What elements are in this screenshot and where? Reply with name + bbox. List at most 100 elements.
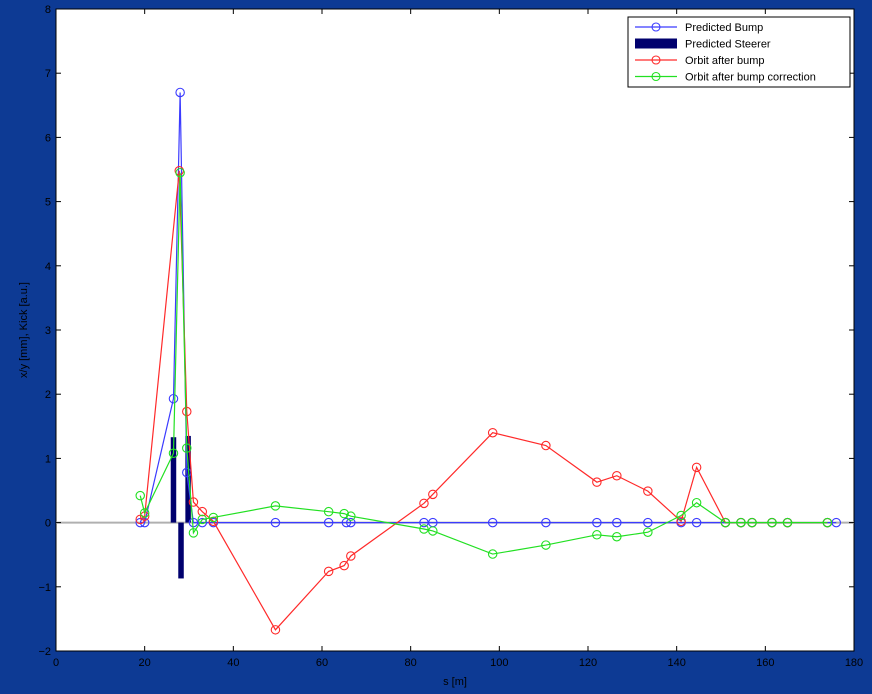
y-tick-label: −1 bbox=[38, 582, 51, 594]
data-point bbox=[346, 551, 356, 561]
data-point bbox=[135, 517, 145, 528]
series-4 bbox=[135, 167, 833, 559]
plot-area bbox=[55, 8, 855, 652]
data-point bbox=[541, 440, 551, 451]
x-tick-label: 60 bbox=[316, 657, 328, 669]
data-point bbox=[323, 566, 334, 577]
y-tick-label: 2 bbox=[45, 389, 51, 401]
data-point bbox=[188, 497, 199, 507]
data-point bbox=[643, 527, 653, 537]
data-point bbox=[168, 448, 179, 459]
data-point bbox=[175, 87, 185, 98]
data-point bbox=[339, 560, 349, 571]
steerer-bar bbox=[170, 437, 177, 523]
data-point bbox=[612, 531, 622, 542]
y-tick-label: −2 bbox=[38, 646, 51, 658]
legend-label: Predicted Steerer bbox=[685, 39, 771, 51]
data-point bbox=[182, 406, 192, 417]
data-point bbox=[182, 443, 192, 453]
x-tick-label: 120 bbox=[579, 657, 597, 669]
data-point bbox=[822, 517, 833, 528]
legend-swatch bbox=[635, 38, 677, 49]
data-point bbox=[691, 497, 702, 508]
data-point bbox=[175, 167, 185, 178]
y-axis: −2 −1 0 1 2 3 4 5 6 7 8 bbox=[38, 4, 854, 658]
data-point bbox=[197, 506, 208, 517]
data-point bbox=[541, 540, 551, 550]
data-point bbox=[419, 524, 429, 534]
y-tick-label: 7 bbox=[45, 68, 51, 80]
data-point bbox=[197, 514, 208, 525]
legend-item: Predicted Steerer bbox=[635, 38, 771, 51]
data-point bbox=[168, 393, 179, 404]
data-point bbox=[643, 486, 653, 496]
data-point bbox=[270, 501, 281, 511]
x-tick-label: 160 bbox=[756, 657, 774, 669]
y-tick-label: 6 bbox=[45, 132, 51, 144]
data-point bbox=[323, 517, 334, 528]
series-line bbox=[139, 172, 828, 555]
data-point bbox=[592, 517, 602, 528]
data-point bbox=[782, 517, 793, 528]
legend-box bbox=[627, 16, 851, 88]
data-point bbox=[676, 510, 686, 521]
x-tick-label: 100 bbox=[490, 657, 508, 669]
y-axis-label: x/y [mm], Kick [a.u.] bbox=[18, 282, 30, 378]
data-point bbox=[139, 508, 150, 518]
x-axis: 0 20 40 60 80 100 120 140 160 180 bbox=[53, 9, 863, 669]
steerer-bar bbox=[178, 522, 184, 579]
x-tick-label: 0 bbox=[53, 657, 59, 669]
legend-swatch-marker bbox=[651, 71, 661, 82]
data-point bbox=[612, 470, 622, 481]
y-tick-label: 3 bbox=[45, 325, 51, 337]
y-tick-label: 1 bbox=[45, 453, 51, 465]
x-tick-label: 20 bbox=[139, 657, 151, 669]
data-point bbox=[419, 498, 429, 509]
legend-label: Predicted Bump bbox=[685, 22, 763, 34]
y-tick-label: 0 bbox=[45, 518, 51, 530]
data-point bbox=[341, 517, 352, 528]
data-point bbox=[428, 526, 438, 536]
data-point bbox=[643, 517, 653, 528]
data-point bbox=[747, 517, 757, 528]
legend-item: Orbit after bump bbox=[635, 55, 764, 67]
legend-swatch-marker bbox=[651, 55, 661, 65]
data-point bbox=[346, 511, 356, 521]
data-point bbox=[767, 517, 777, 528]
data-point bbox=[270, 517, 281, 528]
data-point bbox=[270, 625, 281, 635]
data-point bbox=[428, 489, 438, 500]
y-tick-label: 4 bbox=[45, 261, 51, 273]
data-point bbox=[188, 528, 199, 538]
data-point bbox=[691, 462, 702, 473]
data-point bbox=[592, 477, 602, 487]
x-tick-label: 180 bbox=[845, 657, 863, 669]
y-tick-label: 8 bbox=[45, 4, 51, 16]
data-point bbox=[339, 508, 349, 519]
data-point bbox=[323, 506, 334, 517]
data-point bbox=[487, 549, 498, 559]
data-point bbox=[541, 517, 551, 528]
legend-label: Orbit after bump bbox=[685, 55, 764, 67]
x-tick-label: 40 bbox=[227, 657, 239, 669]
data-point bbox=[612, 517, 622, 528]
data-point bbox=[487, 517, 498, 528]
legend-swatch-marker bbox=[651, 22, 661, 32]
data-point bbox=[487, 427, 498, 438]
data-point bbox=[592, 530, 602, 540]
y-tick-label: 5 bbox=[45, 197, 51, 209]
data-point bbox=[208, 512, 219, 523]
legend-label: Orbit after bump correction bbox=[685, 72, 816, 84]
data-point bbox=[346, 517, 356, 528]
data-point bbox=[135, 490, 145, 501]
data-point bbox=[676, 516, 686, 527]
x-tick-label: 80 bbox=[405, 657, 417, 669]
data-point bbox=[720, 517, 731, 528]
series-layer bbox=[135, 87, 842, 635]
legend-item: Orbit after bump correction bbox=[635, 72, 816, 84]
legend-item: Predicted Bump bbox=[635, 22, 763, 34]
x-tick-label: 140 bbox=[667, 657, 685, 669]
legend: Predicted Bump Predicted Steerer Orbit aft… bbox=[627, 16, 851, 88]
